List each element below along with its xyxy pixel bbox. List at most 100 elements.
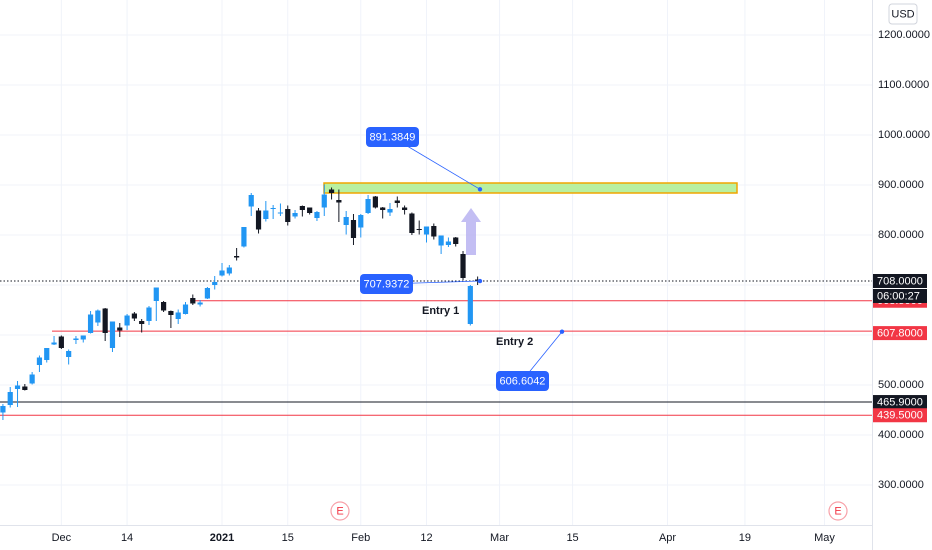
candle-body	[307, 207, 313, 213]
arrow-up	[461, 208, 481, 255]
candle-body	[168, 311, 174, 315]
candle-body	[409, 213, 415, 233]
candle-body	[453, 237, 459, 244]
candle-body	[248, 195, 254, 207]
note-box	[496, 371, 549, 391]
candle-body	[87, 314, 94, 333]
candle-body	[328, 189, 335, 193]
candle-body	[58, 336, 64, 348]
y-tick-label: 1200.0000	[878, 29, 930, 41]
candle-body	[358, 215, 364, 228]
y-tick-label: 900.0000	[878, 179, 924, 191]
timer-box	[873, 289, 927, 303]
candle-body	[204, 288, 211, 299]
candle-body	[292, 213, 298, 217]
candle-body	[44, 348, 50, 360]
candle-body	[270, 208, 276, 209]
event-label: E	[834, 505, 841, 517]
candle-body	[226, 267, 232, 274]
candle-body	[343, 217, 349, 225]
price-tag	[873, 274, 927, 288]
x-tick-label: May	[814, 532, 835, 544]
price-tag-label: 465.9000	[877, 396, 923, 408]
target-zone	[323, 182, 738, 194]
x-tick-label: 12	[420, 532, 432, 544]
candle-body	[234, 256, 240, 258]
candle-body	[372, 196, 378, 208]
candle-body	[314, 212, 320, 218]
y-tick-label: 300.0000	[878, 479, 924, 491]
candle-body	[212, 282, 218, 285]
x-tick-label: 15	[282, 532, 294, 544]
x-tick-label: 2021	[210, 532, 234, 544]
candle-body	[117, 327, 123, 331]
candle-body	[29, 374, 35, 384]
event-label: E	[336, 505, 343, 517]
candle-body	[277, 212, 284, 214]
x-tick-label: Dec	[52, 532, 72, 544]
candle-body	[14, 385, 21, 389]
event-marker	[330, 501, 350, 521]
candle-body	[438, 235, 444, 246]
candle-body	[401, 207, 408, 210]
note-label: 707.9372	[364, 278, 410, 290]
candle-body	[285, 209, 291, 222]
candle-body	[153, 287, 159, 301]
annotation: Entry 2	[496, 336, 533, 348]
annotation: Entry 1	[422, 305, 459, 317]
y-tick-label: 400.0000	[878, 429, 924, 441]
y-tick-label: 500.0000	[878, 379, 924, 391]
candle-body	[102, 308, 108, 333]
candle-body	[95, 310, 101, 323]
candle-body	[241, 227, 247, 247]
candle-body	[460, 254, 466, 278]
candle-body	[336, 200, 342, 203]
candle-body	[0, 406, 6, 413]
candle-body	[255, 210, 262, 230]
price-tag-label: 708.0000	[877, 275, 923, 287]
candle-body	[175, 312, 181, 319]
candle-body	[131, 313, 137, 319]
event-marker	[828, 501, 848, 521]
candle-body	[51, 342, 57, 345]
currency-box[interactable]	[888, 3, 918, 25]
candle-body	[387, 209, 393, 213]
candle-body	[321, 194, 327, 208]
candle-body	[146, 307, 152, 321]
price-tag-label: 607.8000	[877, 328, 923, 340]
candle-body	[197, 302, 203, 305]
candle-body	[416, 229, 422, 230]
candle-body	[445, 241, 452, 245]
candle-body	[394, 200, 400, 203]
x-tick-label: 15	[566, 532, 578, 544]
candle-body	[365, 199, 371, 213]
candle-body	[423, 226, 430, 235]
note-label: 606.6042	[500, 375, 546, 387]
currency: USD	[891, 8, 914, 20]
candle-body	[160, 302, 167, 311]
candle-body	[350, 220, 357, 238]
x-tick-label: Mar	[490, 532, 509, 544]
y-tick-label: 1000.0000	[878, 129, 930, 141]
x-tick-label: Apr	[659, 532, 676, 544]
x-tick-label: 19	[739, 532, 751, 544]
price-tag	[873, 326, 927, 341]
candle-body	[380, 207, 386, 210]
price-tag-label: 439.5000	[877, 410, 923, 422]
note-label: 891.3849	[370, 131, 416, 143]
candle-body	[7, 392, 13, 405]
y-tick-label: 1100.0000	[878, 79, 929, 91]
price-tag	[873, 408, 927, 423]
candle-body	[109, 321, 116, 348]
note-box	[366, 127, 419, 147]
y-tick-label: 800.0000	[878, 229, 924, 241]
candle-body	[475, 279, 481, 281]
candle-body	[124, 315, 130, 326]
note-point	[477, 187, 483, 192]
candle-body	[22, 386, 28, 390]
candle-body	[299, 206, 305, 210]
candle-body	[263, 210, 269, 219]
note-point	[477, 278, 483, 284]
candle-body	[219, 270, 225, 276]
